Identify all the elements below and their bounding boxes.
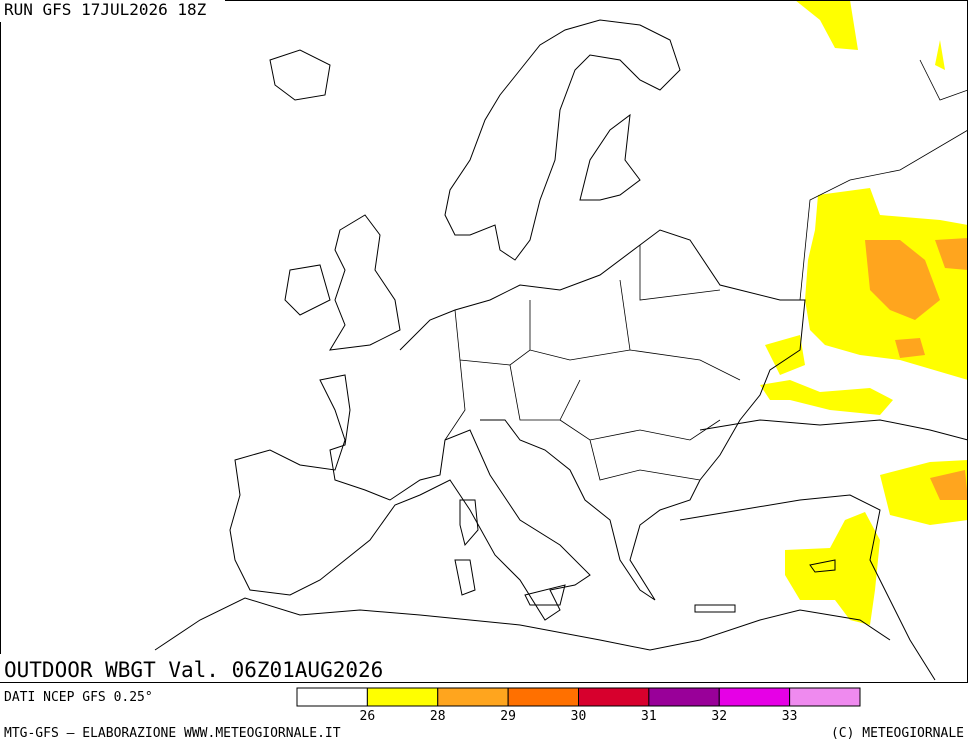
run-label: RUN GFS 17JUL2026 18Z bbox=[4, 0, 207, 19]
heat-area bbox=[895, 338, 925, 358]
legend-swatch bbox=[297, 688, 367, 706]
map-title: OUTDOOR WBGT Val. 06Z01AUG2026 bbox=[4, 658, 383, 682]
legend-tick-label: 26 bbox=[360, 709, 376, 724]
legend-tick-label: 31 bbox=[641, 709, 657, 724]
legend-swatch bbox=[649, 688, 719, 706]
legend-swatch bbox=[719, 688, 789, 706]
legend-tick-label: 32 bbox=[711, 709, 727, 724]
legend-tick-label: 30 bbox=[571, 709, 587, 724]
legend-swatch bbox=[508, 688, 578, 706]
source-label: DATI NCEP GFS 0.25° bbox=[4, 690, 153, 705]
legend-tick-label: 28 bbox=[430, 709, 446, 724]
legend-swatch bbox=[438, 688, 508, 706]
legend-swatch bbox=[367, 688, 437, 706]
legend-swatch bbox=[579, 688, 649, 706]
credit-left: MTG-GFS — ELABORAZIONE WWW.METEOGIORNALE… bbox=[4, 726, 341, 741]
legend-swatch bbox=[790, 688, 860, 706]
legend-tick-label: 33 bbox=[782, 709, 798, 724]
credit-right: (C) METEOGIORNALE bbox=[831, 726, 964, 741]
legend-tick-label: 29 bbox=[500, 709, 516, 724]
